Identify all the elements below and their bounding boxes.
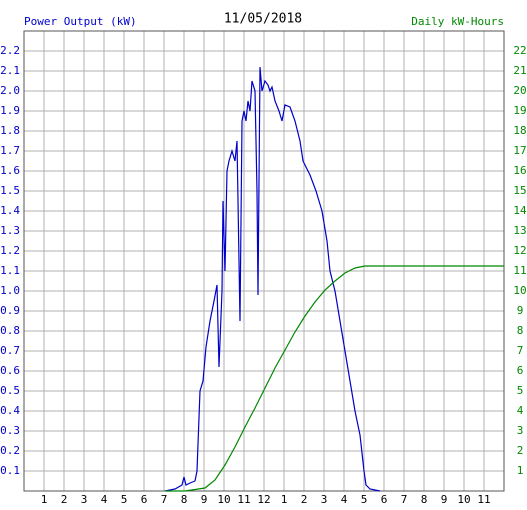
y2-tick-label: 5 [517,384,524,397]
x-tick-label: 1 [41,493,48,506]
x-tick-label: 7 [401,493,408,506]
series-line [164,66,381,492]
y2-tick-label: 4 [517,404,524,417]
x-tick-label: 11 [237,493,250,506]
x-tick-label: 8 [181,493,188,506]
y-tick-label: 1.3 [0,224,20,237]
x-tick-label: 12 [257,493,270,506]
y2-tick-label: 22 [513,44,526,57]
chart-title: 11/05/2018 [224,12,302,27]
x-tick-label: 1 [281,493,288,506]
y-tick-label: 1.0 [0,284,20,297]
y2-tick-label: 21 [513,64,526,77]
y2-axis-label: Daily kW-Hours [411,15,504,28]
y-tick-label: 1.7 [0,144,20,157]
y-tick-label: 0.1 [0,464,20,477]
x-tick-label: 4 [341,493,348,506]
x-tick-label: 4 [101,493,108,506]
y-tick-label: 1.6 [0,164,20,177]
y-axis-label: Power Output (kW) [24,15,137,28]
x-tick-label: 6 [141,493,148,506]
y2-tick-label: 10 [513,284,526,297]
y-tick-label: 0.4 [0,404,20,417]
x-tick-label: 9 [201,493,208,506]
x-tick-label: 8 [421,493,428,506]
y-tick-label: 0.3 [0,424,20,437]
y-tick-label: 2.0 [0,84,20,97]
x-tick-label: 10 [457,493,470,506]
y2-tick-label: 12 [513,244,526,257]
x-tick-label: 2 [301,493,308,506]
y2-tick-label: 2 [517,444,524,457]
y-tick-label: 1.1 [0,264,20,277]
x-tick-label: 9 [441,493,448,506]
y2-tick-label: 6 [517,364,524,377]
y-tick-label: 1.9 [0,104,20,117]
y-tick-label: 1.5 [0,184,20,197]
plot-border [23,30,505,492]
y2-tick-label: 16 [513,164,526,177]
y2-tick-label: 8 [517,324,524,337]
x-tick-label: 11 [477,493,490,506]
x-tick-label: 6 [381,493,388,506]
y-tick-label: 1.4 [0,204,20,217]
y-tick-label: 1.8 [0,124,20,137]
x-tick-label: 3 [81,493,88,506]
y-tick-label: 0.5 [0,384,20,397]
y-tick-label: 2.1 [0,64,20,77]
y2-tick-label: 1 [517,464,524,477]
y-tick-label: 0.2 [0,444,20,457]
x-tick-label: 7 [161,493,168,506]
y2-tick-label: 20 [513,84,526,97]
y-tick-label: 0.7 [0,344,20,357]
y-tick-label: 0.6 [0,364,20,377]
y-tick-label: 0.8 [0,324,20,337]
y-tick-label: 2.2 [0,44,20,57]
y-tick-label: 0.9 [0,304,20,317]
y2-tick-label: 15 [513,184,526,197]
x-tick-label: 10 [217,493,230,506]
y2-tick-label: 18 [513,124,526,137]
y2-tick-label: 14 [513,204,527,217]
x-tick-label: 5 [361,493,368,506]
y2-tick-label: 11 [513,264,526,277]
y-tick-label: 1.2 [0,244,20,257]
series-line [165,265,504,492]
x-tick-label: 3 [321,493,328,506]
y2-tick-label: 17 [513,144,526,157]
x-tick-label: 2 [61,493,68,506]
y2-tick-label: 3 [517,424,524,437]
y2-tick-label: 9 [517,304,524,317]
y2-tick-label: 13 [513,224,526,237]
y2-tick-label: 19 [513,104,526,117]
y2-tick-label: 7 [517,344,524,357]
x-tick-label: 5 [121,493,128,506]
